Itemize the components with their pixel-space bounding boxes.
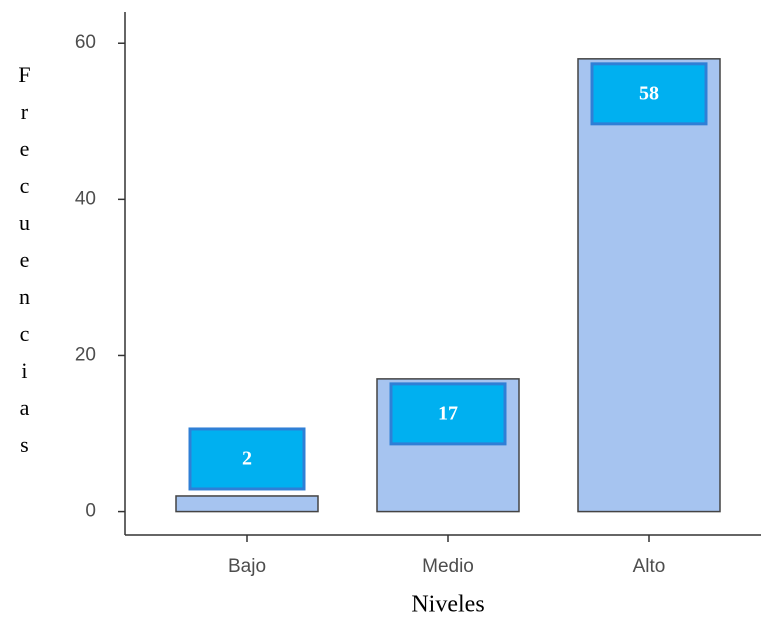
y-tick-label: 60	[75, 32, 96, 53]
data-label: 17	[438, 402, 458, 424]
y-tick-label: 40	[75, 188, 96, 209]
y-axis-label: Frecuencias	[12, 62, 37, 469]
x-tick-label: Medio	[422, 556, 474, 577]
data-label: 2	[242, 448, 252, 470]
data-label: 58	[639, 82, 659, 104]
x-tick-label: Alto	[633, 556, 666, 577]
x-axis-label: Niveles	[411, 592, 484, 618]
x-tick-label: Bajo	[228, 556, 266, 577]
data-label-box	[188, 427, 306, 491]
data-label-box	[590, 62, 708, 126]
data-label-box	[389, 382, 507, 446]
bar	[175, 495, 319, 513]
y-tick-label: 20	[75, 344, 96, 365]
bar	[577, 58, 721, 513]
y-tick-label: 0	[85, 501, 96, 522]
